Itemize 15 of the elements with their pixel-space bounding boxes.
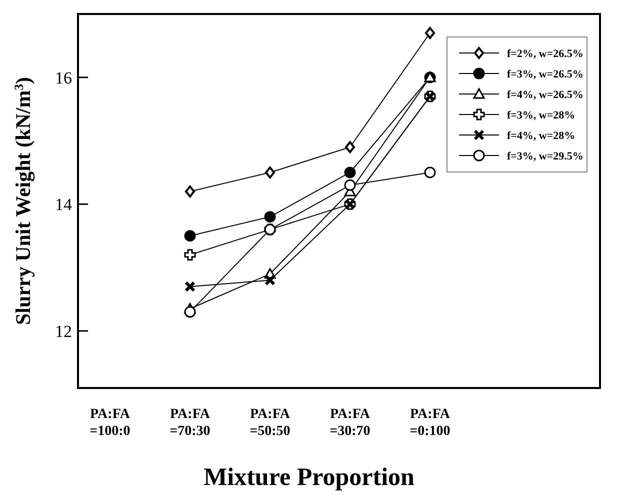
x-axis-title: Mixture Proportion: [204, 464, 415, 491]
y-tick-label: 16: [55, 68, 72, 88]
legend-label: f=3%, w=26.5%: [507, 68, 584, 80]
x-tick-label: PA:FA =30:70: [330, 407, 371, 439]
x-tick-label: PA:FA =100:0: [90, 407, 131, 439]
x-tick-label: PA:FA =50:50: [250, 407, 291, 439]
legend-label: f=3%, w=29.5%: [507, 150, 584, 162]
y-tick-label: 12: [55, 322, 72, 341]
y-tick-label: 14: [55, 195, 72, 214]
x-tick-label: PA:FA =70:30: [170, 407, 211, 439]
legend-label: f=3%, w=28%: [507, 109, 576, 122]
legend-label: f=4%, w=26.5%: [507, 88, 584, 101]
x-tick-label: PA:FA =0:100: [410, 407, 451, 439]
legend-label: f=2%, w=26.5%: [507, 48, 584, 60]
legend-label: f=4%, w=28%: [507, 130, 576, 142]
